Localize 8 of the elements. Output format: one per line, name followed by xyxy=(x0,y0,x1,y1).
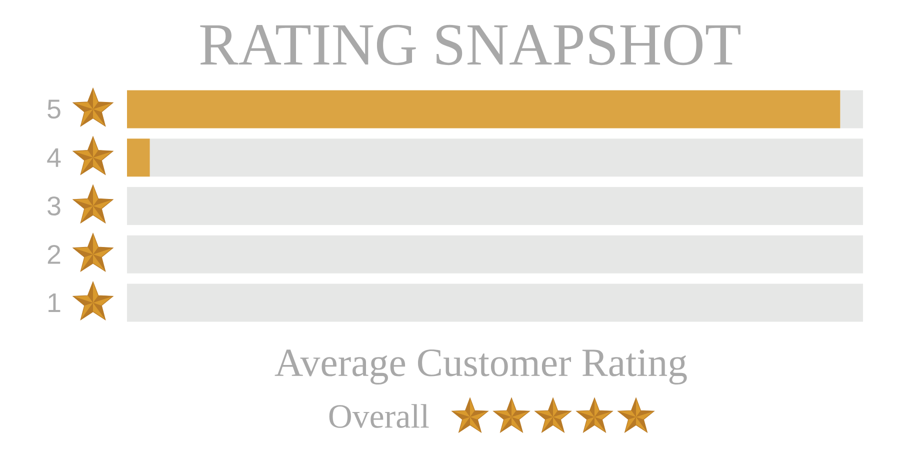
text: Overall xyxy=(329,404,429,428)
y-tick-label: 1 xyxy=(48,294,60,312)
text: Average Customer Rating xyxy=(274,350,687,384)
y-tick-label: 4 xyxy=(47,148,61,167)
chart-title: RATING SNAPSHOT xyxy=(200,24,740,66)
y-tick-label: 5 xyxy=(48,100,60,119)
y-tick-label: 2 xyxy=(48,245,60,264)
y-tick-label: 3 xyxy=(48,196,60,216)
